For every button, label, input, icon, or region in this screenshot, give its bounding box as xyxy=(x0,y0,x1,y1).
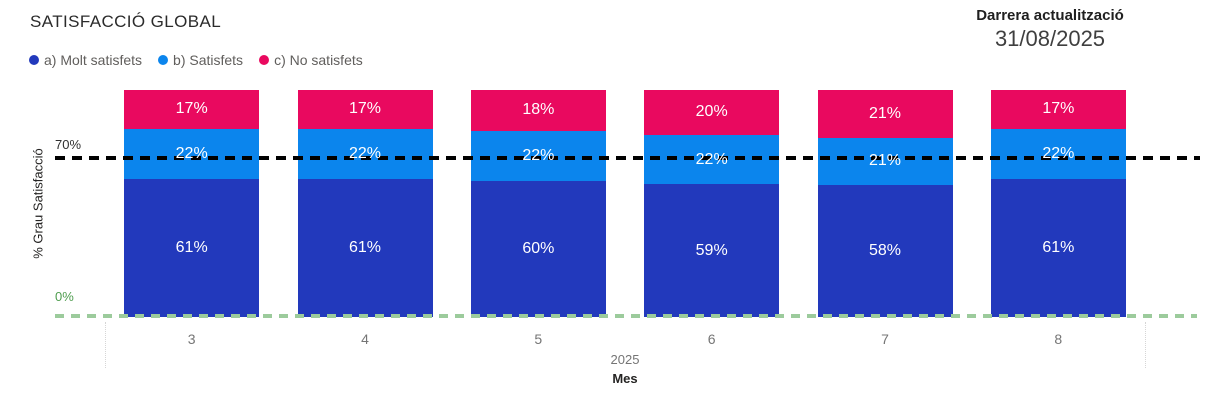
bar-segment-data-label: 22% xyxy=(1042,144,1075,162)
bar-segment-a[interactable]: 58% xyxy=(817,185,953,317)
bar-segment-b[interactable]: 21% xyxy=(817,137,953,186)
bar-segment-c[interactable]: 17% xyxy=(297,90,433,129)
legend-item-label: c) No satisfets xyxy=(274,52,363,68)
x-axis-tick-6: 6 xyxy=(707,331,716,347)
bar-segment-a[interactable]: 59% xyxy=(644,184,780,317)
bar-segment-data-label: 60% xyxy=(522,239,555,257)
bar-segment-data-label: 58% xyxy=(868,242,902,260)
bar-segment-data-label: 22% xyxy=(695,150,728,168)
bar-segment-data-label: 61% xyxy=(1042,238,1075,256)
bar-segment-a[interactable]: 61% xyxy=(297,178,433,317)
bar-segment-a[interactable]: 61% xyxy=(990,178,1126,317)
bar-segment-data-label: 61% xyxy=(348,238,382,256)
bar-segment-b[interactable]: 22% xyxy=(470,130,606,181)
x-axis-year-label: 2025 xyxy=(610,352,640,367)
bar-segment-data-label: 20% xyxy=(695,103,728,121)
bar-month-5: 18% 22% 60% xyxy=(470,90,606,317)
legend-item-label: b) Satisfets xyxy=(173,52,244,68)
bar-segment-data-label: 18% xyxy=(522,101,555,119)
x-axis-tick-5: 5 xyxy=(534,331,543,347)
x-axis-tick-7: 7 xyxy=(881,331,889,347)
bar-segment-data-label: 22% xyxy=(348,144,382,162)
bar-segment-data-label: 17% xyxy=(348,100,382,118)
reference-line-70 xyxy=(55,156,1200,160)
bar-month-4: 17% 22% 61% xyxy=(297,90,433,317)
bar-segment-data-label: 22% xyxy=(175,144,208,162)
legend-item-2[interactable]: c) No satisfets xyxy=(259,52,363,68)
bar-month-7: 21% 21% 58% xyxy=(817,90,953,317)
bar-segment-b[interactable]: 22% xyxy=(297,128,433,179)
last-updated-date: 31/08/2025 xyxy=(994,26,1106,51)
bar-segment-a[interactable]: 60% xyxy=(470,180,606,317)
bar-month-3: 17% 22% 61% xyxy=(124,90,260,317)
bar-segment-c[interactable]: 18% xyxy=(470,90,606,131)
bar-segment-c[interactable]: 17% xyxy=(124,90,260,129)
bar-segment-data-label: 17% xyxy=(1042,100,1075,118)
x-axis-guide-left xyxy=(105,322,106,368)
x-axis-title: Mes xyxy=(612,371,638,386)
bar-segment-b[interactable]: 22% xyxy=(124,128,260,179)
bar-month-8: 17% 22% 61% xyxy=(990,90,1126,317)
x-axis-tick-4: 4 xyxy=(361,331,369,347)
legend-dot-icon xyxy=(259,55,270,65)
chart-legend: a) Molt satisfets b) Satisfets c) No satis… xyxy=(29,52,363,68)
last-updated-label: Darrera actualització xyxy=(976,7,1124,24)
reference-line-0-label: 0% xyxy=(55,289,74,304)
bar-segment-c[interactable]: 21% xyxy=(817,90,953,138)
reference-line-70-label: 70% xyxy=(55,137,82,152)
bar-segment-data-label: 21% xyxy=(868,152,902,170)
legend-item-0[interactable]: a) Molt satisfets xyxy=(29,52,142,68)
bar-segment-data-label: 17% xyxy=(175,100,208,118)
y-axis-title: % Grau Satisfacció xyxy=(30,148,46,259)
bar-segment-a[interactable]: 61% xyxy=(124,178,260,317)
bar-segment-b[interactable]: 22% xyxy=(990,128,1126,179)
legend-item-label: a) Molt satisfets xyxy=(44,52,143,68)
bar-segment-c[interactable]: 17% xyxy=(990,90,1126,129)
bar-month-6: 20% 22% 59% xyxy=(644,90,780,317)
x-axis-guide-right xyxy=(1145,322,1146,368)
legend-dot-icon xyxy=(29,55,39,65)
x-axis-tick-3: 3 xyxy=(187,331,196,347)
stacked-bar-plot: 17% 22% 61% 17% 22% 61% 18% 22% 60% 20% 22% 59% 21% 2… xyxy=(105,90,1145,317)
bar-segment-data-label: 22% xyxy=(522,146,555,164)
legend-item-1[interactable]: b) Satisfets xyxy=(158,52,243,68)
reference-line-0 xyxy=(55,314,1197,318)
last-updated-block: Darrera actualització 31/08/2025 xyxy=(950,7,1150,52)
bar-segment-data-label: 59% xyxy=(695,241,728,259)
bar-segment-data-label: 61% xyxy=(175,238,208,256)
page-title: SATISFACCIÓ GLOBAL xyxy=(30,12,222,31)
legend-dot-icon xyxy=(158,55,169,65)
bar-segment-c[interactable]: 20% xyxy=(644,90,780,135)
bar-segment-data-label: 21% xyxy=(868,104,902,122)
x-axis-tick-8: 8 xyxy=(1054,331,1063,347)
